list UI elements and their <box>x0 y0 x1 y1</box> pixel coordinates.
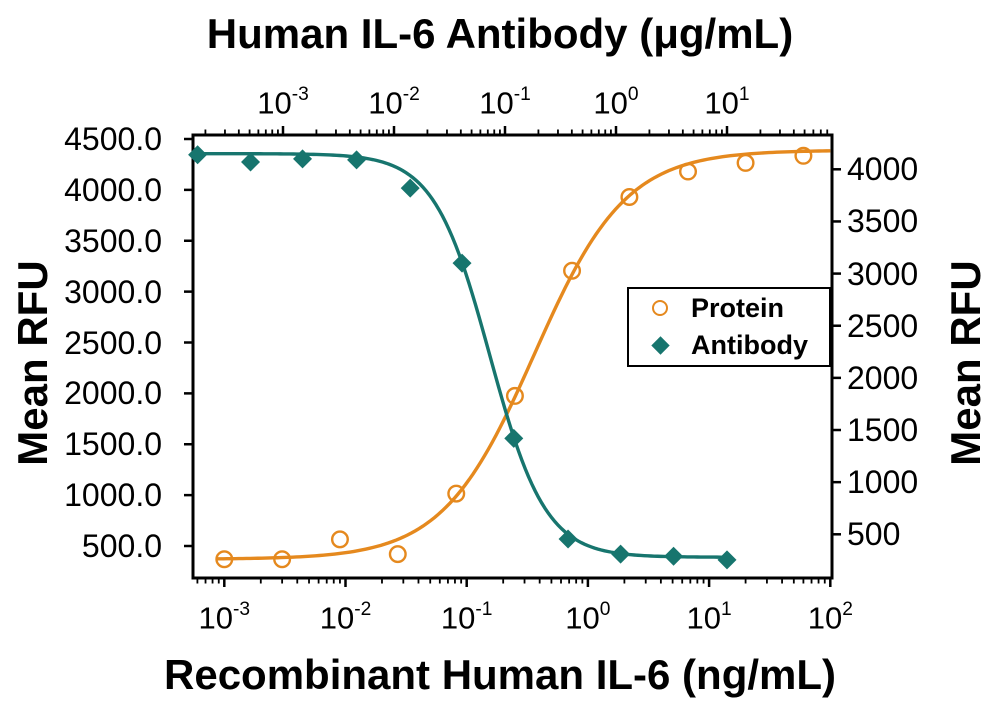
top-tick-label: 10-1 <box>479 84 531 121</box>
legend-label-protein: Protein <box>691 292 785 323</box>
antibody-data-point <box>504 428 524 448</box>
right-tick-label: 1500 <box>847 412 919 448</box>
bottom-tick-label: 10-3 <box>198 599 251 636</box>
antibody-data-point <box>400 178 420 198</box>
left-tick-label: 3000.0 <box>64 273 162 310</box>
protein-data-point <box>330 530 349 549</box>
antibody-data-point <box>347 150 367 170</box>
legend-item-protein: Protein <box>629 290 829 326</box>
top-axis-title: Human IL-6 Antibody (μg/mL) <box>206 10 794 57</box>
bottom-tick-label: 10-2 <box>319 599 372 636</box>
protein-data-point <box>620 187 639 206</box>
left-tick-label: 2500.0 <box>64 324 162 361</box>
protein-open-circle-marker-icon <box>652 300 668 317</box>
protein-data-point <box>447 484 466 503</box>
protein-data-point <box>215 550 234 569</box>
protein-data-point <box>273 550 292 569</box>
bottom-tick-label: 100 <box>565 599 611 636</box>
antibody-data-point <box>241 152 261 172</box>
protein-data-point <box>505 386 524 405</box>
top-tick-label: 101 <box>704 84 750 121</box>
right-tick-label: 2500 <box>847 307 919 344</box>
protein-data-point <box>563 261 582 280</box>
left-tick-label: 500.0 <box>81 528 162 564</box>
protein-fit-curve <box>215 149 831 561</box>
legend-label-antibody: Antibody <box>691 330 808 361</box>
bottom-tick-label: 102 <box>807 599 853 636</box>
left-tick-label: 3500.0 <box>64 222 162 259</box>
left-tick-label: 4500.0 <box>64 121 162 157</box>
top-tick-label: 10-2 <box>368 84 420 121</box>
antibody-filled-diamond-marker-icon <box>650 336 670 355</box>
left-tick-label: 1500.0 <box>64 426 162 463</box>
protein-data-point <box>794 146 813 165</box>
right-tick-label: 4000 <box>847 151 919 188</box>
bottom-tick-label: 10-1 <box>440 599 493 636</box>
bottom-axis-title: Recombinant Human IL-6 (ng/mL) <box>164 651 836 698</box>
right-tick-label: 3000 <box>847 255 919 292</box>
antibody-data-point <box>664 546 684 566</box>
antibody-data-point <box>717 550 737 570</box>
right-tick-label: 1000 <box>847 464 919 501</box>
protein-data-point <box>388 545 407 564</box>
left-tick-label: 4000.0 <box>64 171 162 208</box>
left-tick-label: 1000.0 <box>64 477 162 514</box>
antibody-data-point <box>188 145 208 165</box>
top-tick-label: 10-3 <box>257 84 309 121</box>
protein-data-point <box>736 153 755 172</box>
right-tick-label: 3500 <box>847 203 919 240</box>
antibody-data-point <box>558 529 578 549</box>
bottom-tick-label: 101 <box>686 599 732 636</box>
antibody-data-point <box>293 149 313 169</box>
antibody-data-point <box>452 253 472 273</box>
top-tick-label: 100 <box>593 84 639 121</box>
antibody-data-point <box>611 544 631 564</box>
left-tick-label: 2000.0 <box>64 375 162 412</box>
right-tick-label: 500 <box>847 516 901 553</box>
legend: Protein Antibody <box>627 287 831 367</box>
legend-item-antibody: Antibody <box>629 328 829 364</box>
protein-data-point <box>679 162 698 181</box>
right-tick-label: 2000 <box>847 359 919 396</box>
